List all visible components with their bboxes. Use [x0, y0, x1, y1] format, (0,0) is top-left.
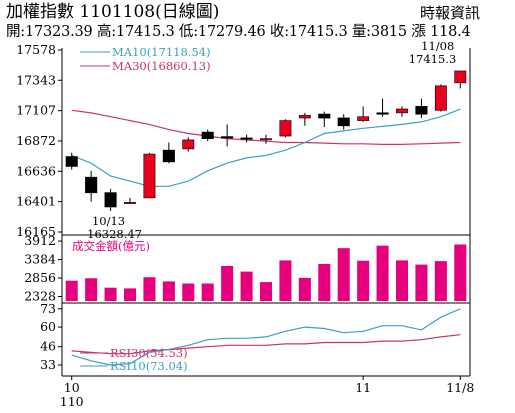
volume-tick-label: 3384 [24, 252, 56, 267]
rsi-tick-label: 46 [40, 339, 56, 354]
price-tick-label: 16401 [16, 194, 56, 209]
high-date-label: 11/08 [421, 39, 454, 53]
ma30-legend-label: MA30(16860.13) [112, 59, 211, 73]
x-tick-label: 10 [64, 380, 80, 395]
price-tick-label: 16872 [16, 133, 56, 148]
candle-up [260, 138, 272, 141]
volume-bar [434, 261, 447, 301]
low-value-label: 16328.47 [87, 227, 142, 241]
rsi-tick-label: 73 [40, 301, 56, 316]
candle-up [357, 116, 370, 121]
rsi30-legend-label: RSI30(54.53) [110, 346, 188, 360]
volume-bar [221, 266, 234, 301]
low-date-label: 10/13 [92, 214, 125, 228]
volume-title: 成交金額(億元) [72, 239, 150, 253]
candle-up [298, 115, 311, 119]
volume-bar [85, 278, 98, 301]
rsi-tick-label: 33 [40, 357, 56, 372]
price-tick-label: 17107 [16, 103, 56, 118]
volume-bar [337, 248, 350, 301]
x-tick-label: 11 [355, 380, 371, 395]
volume-bar [415, 264, 428, 301]
candle-down [65, 156, 78, 167]
candle-down [85, 176, 98, 194]
volume-bar [259, 282, 273, 301]
rsi-tick-label: 60 [40, 319, 56, 334]
candle-up [434, 85, 447, 111]
candle-up [124, 202, 136, 204]
rsi30-line [71, 334, 461, 355]
candle-down [104, 192, 117, 208]
candle-up [279, 120, 292, 137]
candle-down [162, 149, 175, 163]
rsi10-line [71, 308, 461, 366]
candle-down [318, 113, 331, 119]
candle-down [221, 136, 234, 139]
volume-bar [454, 244, 467, 301]
volume-bar [201, 283, 214, 301]
volume-bar [240, 271, 253, 301]
price-tick-label: 16636 [16, 163, 56, 178]
price-tick-label: 17343 [16, 72, 56, 87]
volume-bar [279, 260, 292, 301]
candle-up [454, 70, 467, 84]
candle-down [201, 131, 214, 140]
volume-tick-label: 2328 [24, 289, 56, 304]
volume-bar [357, 260, 370, 301]
candle-up [143, 153, 156, 199]
candle-down [415, 106, 428, 115]
volume-bar [162, 281, 175, 301]
rsi10-legend-label: RSI10(73.04) [110, 359, 188, 373]
chart-title: 加權指數 1101108(日線圖) [6, 2, 220, 22]
volume-bar [298, 277, 311, 301]
candle-up [182, 139, 195, 150]
volume-bar [65, 280, 78, 301]
candle-down [376, 112, 389, 115]
x-tick-label: 11/8 [446, 380, 474, 395]
volume-bar [104, 287, 117, 301]
volume-bar [182, 283, 195, 301]
ma10-line [71, 108, 461, 187]
volume-bar [123, 288, 137, 301]
volume-bar [143, 277, 156, 301]
volume-tick-label: 2856 [24, 270, 56, 285]
volume-tick-label: 3912 [24, 233, 56, 248]
ma10-legend-label: MA10(17118.54) [112, 45, 211, 59]
candle-up [396, 108, 408, 114]
price-tick-label: 17578 [16, 42, 56, 57]
volume-bar [318, 263, 331, 301]
high-value-label: 17415.3 [409, 52, 457, 66]
candle-down [240, 137, 253, 140]
quote-summary: 開:17323.39 高:17415.3 低:17279.46 收:17415.… [6, 24, 471, 40]
data-source: 時報資訊 [420, 4, 481, 22]
x-year-label: 110 [60, 394, 84, 409]
volume-bar [395, 260, 409, 301]
candle-down [337, 117, 350, 127]
volume-bar [376, 245, 389, 301]
price-tick-label: 16165 [16, 224, 56, 239]
